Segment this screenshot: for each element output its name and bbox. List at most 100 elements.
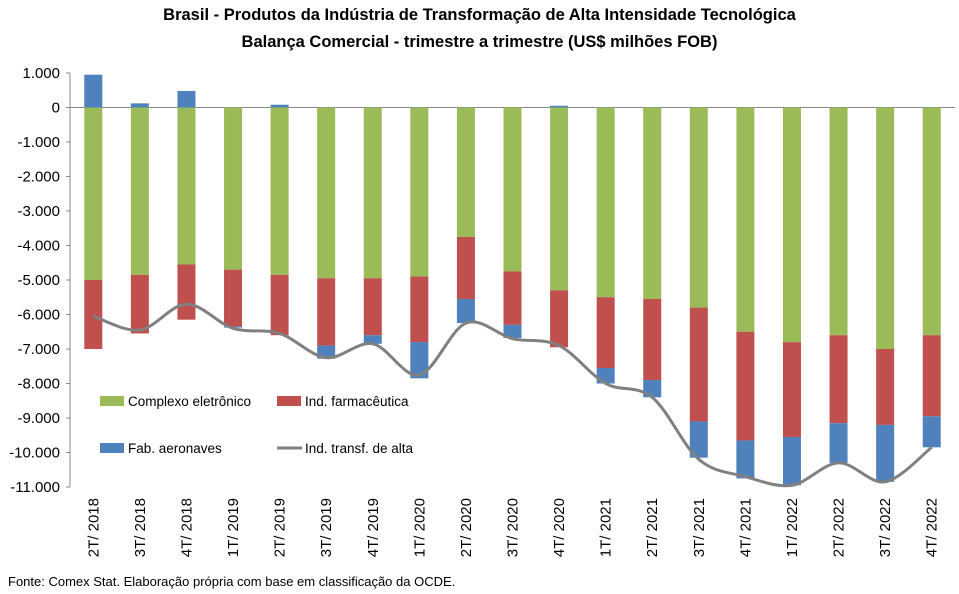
x-tick-label: 4T/ 2020	[551, 498, 568, 557]
x-tick-label: 3T/ 2019	[318, 498, 335, 557]
bar-segment	[456, 298, 475, 324]
x-tick-label: 2T/ 2018	[85, 498, 102, 557]
bar-segment	[503, 107, 522, 272]
y-tick-label: 0	[52, 100, 60, 117]
bar-segment	[84, 74, 103, 108]
bar-segment	[177, 264, 196, 320]
x-tick-label: 4T/ 2019	[365, 498, 382, 557]
bar-segment	[270, 274, 289, 336]
bar-segment	[876, 424, 895, 482]
bar-segment	[84, 280, 103, 349]
bar-segment	[363, 335, 382, 344]
bar-segment	[177, 107, 196, 265]
bar-segment	[782, 436, 801, 486]
bar-segment	[363, 278, 382, 336]
bar-segment	[410, 342, 429, 379]
legend-label: Fab. aeronaves	[128, 441, 222, 456]
y-tick-label: -6.000	[17, 307, 60, 324]
y-tick-label: -4.000	[17, 238, 60, 255]
y-axis-tick-labels: 1.000 0 -1.000 -2.000 -3.000 -4.000 -5.000 -6.0…	[9, 65, 70, 496]
bar-segment	[503, 271, 522, 325]
bar-segment	[363, 107, 382, 279]
y-tick-label: -10.000	[9, 445, 60, 462]
bar-segment	[596, 297, 615, 368]
series-line	[92, 302, 933, 488]
chart-legend: Complexo eletrônico Ind. farmacêutica Fab.…	[100, 394, 414, 456]
x-tick-label: 4T/ 2018	[178, 498, 195, 557]
legend-label: Ind. farmacêutica	[305, 394, 409, 409]
bar-segment	[876, 349, 895, 425]
y-tick-label: -3.000	[17, 203, 60, 220]
bar-segment	[689, 307, 708, 422]
bar-segment	[736, 331, 755, 441]
bar-segment	[130, 103, 149, 108]
x-tick-label: 2T/ 2022	[831, 498, 848, 557]
x-tick-label: 3T/ 2018	[132, 498, 149, 557]
y-tick-label: -7.000	[17, 341, 60, 358]
x-tick-label: 1T/ 2021	[598, 498, 615, 557]
x-tick-label: 1T/ 2020	[411, 498, 428, 557]
bar-segment	[829, 423, 848, 463]
y-tick-label: 1.000	[22, 65, 60, 82]
bar-segment	[689, 107, 708, 308]
bar-segment	[596, 107, 615, 298]
y-tick-label: -9.000	[17, 410, 60, 427]
bar-segment	[643, 107, 662, 299]
source-note: Fonte: Comex Stat. Elaboração própria co…	[8, 574, 456, 589]
y-tick-label: -5.000	[17, 272, 60, 289]
bar-segment	[876, 107, 895, 349]
x-tick-label: 1T/ 2019	[225, 498, 242, 557]
x-tick-label: 2T/ 2019	[272, 498, 289, 557]
x-tick-label: 3T/ 2022	[877, 498, 894, 557]
legend-label: Complexo eletrônico	[128, 394, 251, 409]
y-tick-label: -8.000	[17, 376, 60, 393]
bar-segment	[224, 107, 243, 270]
bar-segment	[410, 276, 429, 343]
bar-segment	[410, 107, 429, 277]
bar-segment	[456, 107, 475, 237]
bar-segment	[689, 421, 708, 458]
x-tick-label: 3T/ 2020	[505, 498, 522, 557]
x-tick-label: 2T/ 2021	[644, 498, 661, 557]
bar-series-group	[84, 74, 941, 486]
line-series-group	[92, 302, 933, 488]
bar-segment	[922, 107, 941, 336]
bar-segment	[84, 107, 103, 280]
bar-segment	[270, 104, 289, 108]
bar-segment	[456, 236, 475, 299]
bar-segment	[922, 416, 941, 448]
y-tick-label: -2.000	[17, 169, 60, 186]
bar-segment	[922, 335, 941, 417]
bar-segment	[317, 278, 336, 346]
legend-swatch	[277, 396, 301, 406]
bar-segment	[550, 290, 569, 348]
x-tick-label: 4T/ 2021	[737, 498, 754, 557]
bar-segment	[643, 298, 662, 381]
chart-subtitle: Balança Comercial - trimestre a trimestr…	[241, 33, 718, 51]
x-axis-tick-labels: 2T/ 2018 3T/ 2018 4T/ 2018 1T/ 2019 2T/ 2019…	[85, 498, 940, 557]
bar-segment	[177, 90, 196, 108]
y-tick-label: -11.000	[10, 479, 60, 496]
bar-segment	[782, 107, 801, 343]
legend-swatch	[100, 396, 124, 406]
bar-segment	[224, 269, 243, 327]
bar-segment	[270, 107, 289, 275]
legend-label: Ind. transf. de alta	[305, 441, 414, 456]
bar-segment	[736, 107, 755, 332]
legend-swatch	[100, 443, 124, 453]
bar-segment	[130, 107, 149, 275]
bar-segment	[503, 324, 522, 338]
bar-segment	[317, 107, 336, 279]
chart-title: Brasil - Produtos da Indústria de Transf…	[163, 6, 796, 24]
y-tick-label: -1.000	[17, 134, 60, 151]
bar-segment	[596, 367, 615, 384]
bar-segment	[782, 342, 801, 437]
x-tick-label: 4T/ 2022	[924, 498, 941, 557]
bar-segment	[130, 274, 149, 334]
x-tick-label: 1T/ 2022	[784, 498, 801, 557]
bar-segment	[550, 107, 569, 291]
x-tick-label: 2T/ 2020	[458, 498, 475, 557]
x-tick-label: 3T/ 2021	[691, 498, 708, 557]
bar-segment	[550, 105, 569, 108]
